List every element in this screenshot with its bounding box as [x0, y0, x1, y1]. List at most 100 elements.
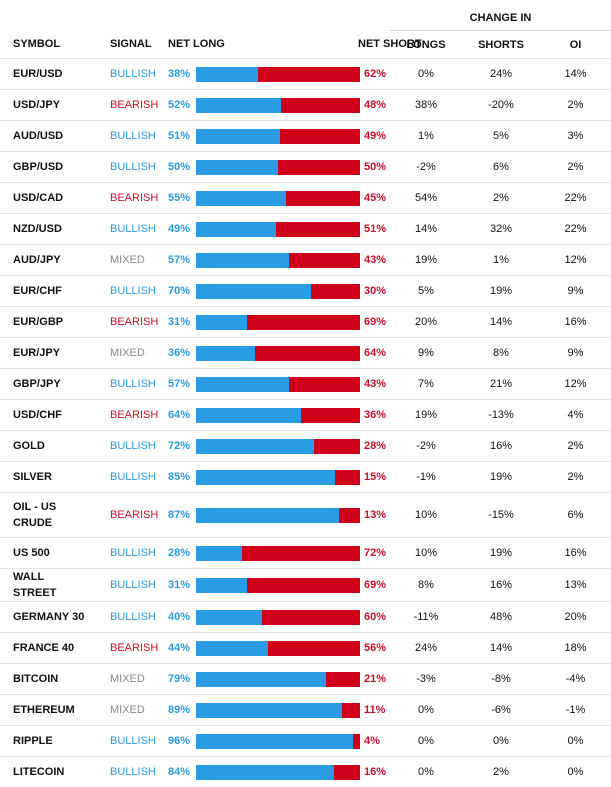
- short-bar-segment: [258, 67, 360, 82]
- symbol-cell[interactable]: US 500: [0, 538, 110, 569]
- net-short-header[interactable]: NET SHORT: [360, 31, 390, 59]
- short-bar-segment: [342, 703, 360, 718]
- symbol-cell[interactable]: NZD/USD: [0, 214, 110, 245]
- symbol-header[interactable]: SYMBOL: [0, 31, 110, 59]
- symbol-cell[interactable]: GBP/JPY: [0, 369, 110, 400]
- sentiment-bar-cell: [196, 307, 360, 338]
- shorts-change: 2%: [462, 183, 540, 214]
- net-short-value: 36%: [360, 400, 390, 431]
- long-bar-segment: [196, 610, 262, 625]
- symbol-cell[interactable]: RIPPLE: [0, 726, 110, 757]
- long-bar-segment: [196, 408, 301, 423]
- shorts-header[interactable]: SHORTS: [462, 31, 540, 59]
- symbol-cell[interactable]: GERMANY 30: [0, 602, 110, 633]
- signal-cell: BEARISH: [110, 400, 168, 431]
- net-short-value: 62%: [360, 59, 390, 90]
- symbol-cell[interactable]: AUD/USD: [0, 121, 110, 152]
- sentiment-bar: [196, 672, 360, 687]
- sentiment-bar: [196, 129, 360, 144]
- shorts-change: 16%: [462, 569, 540, 602]
- symbol-cell[interactable]: USD/CAD: [0, 183, 110, 214]
- net-long-header[interactable]: NET LONG: [168, 31, 360, 59]
- sentiment-bar: [196, 315, 360, 330]
- symbol-cell[interactable]: EUR/JPY: [0, 338, 110, 369]
- short-bar-segment: [262, 610, 360, 625]
- symbol-cell[interactable]: LITECOIN: [0, 757, 110, 787]
- shorts-change: -8%: [462, 664, 540, 695]
- long-bar-segment: [196, 703, 342, 718]
- long-bar-segment: [196, 284, 311, 299]
- signal-header[interactable]: SIGNAL: [110, 31, 168, 59]
- longs-change: -1%: [390, 462, 462, 493]
- symbol-cell[interactable]: AUD/JPY: [0, 245, 110, 276]
- net-short-value: 51%: [360, 214, 390, 245]
- short-bar-segment: [289, 377, 360, 392]
- longs-change: 20%: [390, 307, 462, 338]
- symbol-cell[interactable]: USD/JPY: [0, 90, 110, 121]
- symbol-cell[interactable]: FRANCE 40: [0, 633, 110, 664]
- symbol-cell[interactable]: WALL STREET: [0, 569, 110, 602]
- oi-change: 0%: [540, 726, 611, 757]
- oi-change: 22%: [540, 183, 611, 214]
- long-bar-segment: [196, 672, 326, 687]
- signal-cell: MIXED: [110, 245, 168, 276]
- short-bar-segment: [286, 191, 360, 206]
- symbol-cell[interactable]: BITCOIN: [0, 664, 110, 695]
- short-bar-segment: [289, 253, 360, 268]
- longs-change: 10%: [390, 493, 462, 538]
- signal-cell: BULLISH: [110, 214, 168, 245]
- oi-change: 12%: [540, 369, 611, 400]
- net-long-value: 44%: [168, 633, 196, 664]
- symbol-cell[interactable]: SILVER: [0, 462, 110, 493]
- signal-cell: BULLISH: [110, 757, 168, 787]
- signal-cell: BEARISH: [110, 307, 168, 338]
- sentiment-bar-cell: [196, 726, 360, 757]
- symbol-cell[interactable]: GOLD: [0, 431, 110, 462]
- symbol-cell[interactable]: GBP/USD: [0, 152, 110, 183]
- sentiment-bar-cell: [196, 757, 360, 787]
- short-bar-segment: [334, 765, 360, 780]
- symbol-cell[interactable]: EUR/GBP: [0, 307, 110, 338]
- symbol-cell[interactable]: EUR/USD: [0, 59, 110, 90]
- symbol-cell[interactable]: ETHEREUM: [0, 695, 110, 726]
- net-short-value: 15%: [360, 462, 390, 493]
- short-bar-segment: [280, 129, 360, 144]
- sentiment-bar-cell: [196, 338, 360, 369]
- sentiment-bar: [196, 765, 360, 780]
- sentiment-bar-cell: [196, 214, 360, 245]
- symbol-cell[interactable]: USD/CHF: [0, 400, 110, 431]
- shorts-change: 6%: [462, 152, 540, 183]
- signal-cell: MIXED: [110, 664, 168, 695]
- symbol-cell[interactable]: OIL - US CRUDE: [0, 493, 110, 538]
- oi-header[interactable]: OI: [540, 31, 611, 59]
- shorts-change: 5%: [462, 121, 540, 152]
- net-short-value: 56%: [360, 633, 390, 664]
- oi-change: 12%: [540, 245, 611, 276]
- long-bar-segment: [196, 546, 242, 561]
- sentiment-bar: [196, 377, 360, 392]
- symbol-cell[interactable]: EUR/CHF: [0, 276, 110, 307]
